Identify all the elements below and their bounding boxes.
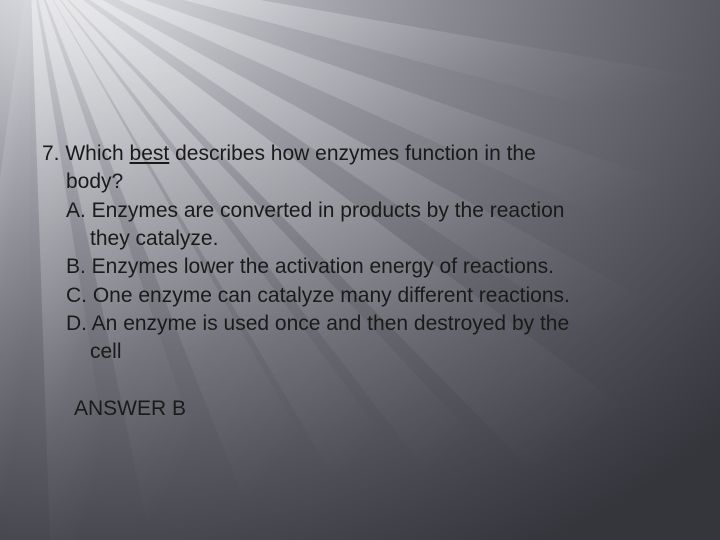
slide: 7. Which best describes how enzymes func…	[0, 0, 720, 540]
slide-content: 7. Which best describes how enzymes func…	[42, 140, 680, 423]
option-c-line-1: C. One enzyme can catalyze many differen…	[66, 282, 680, 310]
question-line-1: 7. Which best describes how enzymes func…	[42, 140, 680, 168]
answer-text: ANSWER B	[74, 395, 680, 423]
option-a-line-1: A. Enzymes are converted in products by …	[66, 197, 680, 225]
question-rest-1: describes how enzymes function in the	[169, 142, 536, 165]
option-d-line-1: D. An enzyme is used once and then destr…	[66, 310, 680, 338]
question-line-2: body?	[66, 168, 680, 196]
question-prefix: Which	[65, 142, 129, 165]
question-number: 7.	[42, 142, 60, 165]
option-a-line-2: they catalyze.	[90, 225, 680, 253]
option-d-line-2: cell	[90, 338, 680, 366]
question-underlined: best	[130, 142, 170, 165]
option-b-line-1: B. Enzymes lower the activation energy o…	[66, 253, 680, 281]
